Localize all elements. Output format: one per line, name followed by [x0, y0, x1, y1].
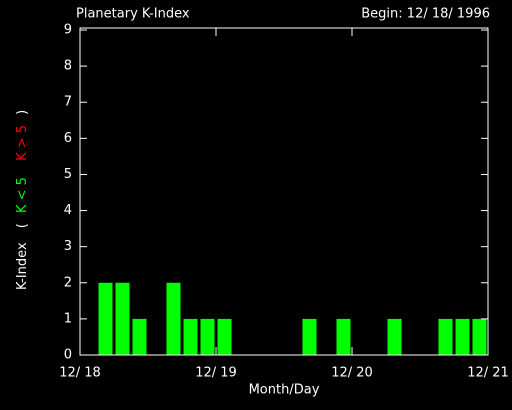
y-tick-label: 7 [64, 95, 72, 110]
bar [472, 318, 487, 355]
legend-entry: K < 5 [15, 177, 30, 213]
y-axis-label-group: K-Index ( K < 5 K > 5 ) [15, 110, 30, 290]
bar [98, 282, 113, 355]
bar [183, 318, 198, 355]
y-tick-label: 4 [64, 203, 72, 218]
bar [387, 318, 402, 355]
y-axis-label: K-Index [15, 242, 30, 290]
y-tick-label: 9 [64, 23, 72, 38]
y-tick-label: 8 [64, 59, 72, 74]
x-tick-label: 12/ 20 [331, 366, 373, 381]
y-tick-label: 1 [64, 311, 72, 326]
x-tick-label: 12/ 18 [59, 366, 101, 381]
bar [217, 318, 232, 355]
plot-frame [79, 27, 489, 356]
y-tick-label: 3 [64, 239, 72, 254]
bar [166, 282, 181, 355]
x-tick-label: 12/ 19 [195, 366, 237, 381]
chart-title: Planetary K-Index [76, 7, 190, 22]
bar [336, 318, 351, 355]
legend-close: ) [15, 110, 30, 115]
legend-entry: K > 5 [15, 125, 30, 161]
y-tick-label: 2 [64, 275, 72, 290]
y-tick-label: 6 [64, 131, 72, 146]
y-tick-label: 5 [64, 167, 72, 182]
bar [200, 318, 215, 355]
x-axis-label: Month/Day [249, 383, 320, 398]
bar [115, 282, 130, 355]
bar [455, 318, 470, 355]
legend-open: ( [15, 223, 30, 228]
x-tick-label: 12/ 21 [467, 366, 509, 381]
bar [132, 318, 147, 355]
bar [438, 318, 453, 355]
bar [302, 318, 317, 355]
chart-subtitle: Begin: 12/ 18/ 1996 [361, 7, 490, 22]
y-tick-label: 0 [64, 348, 72, 363]
